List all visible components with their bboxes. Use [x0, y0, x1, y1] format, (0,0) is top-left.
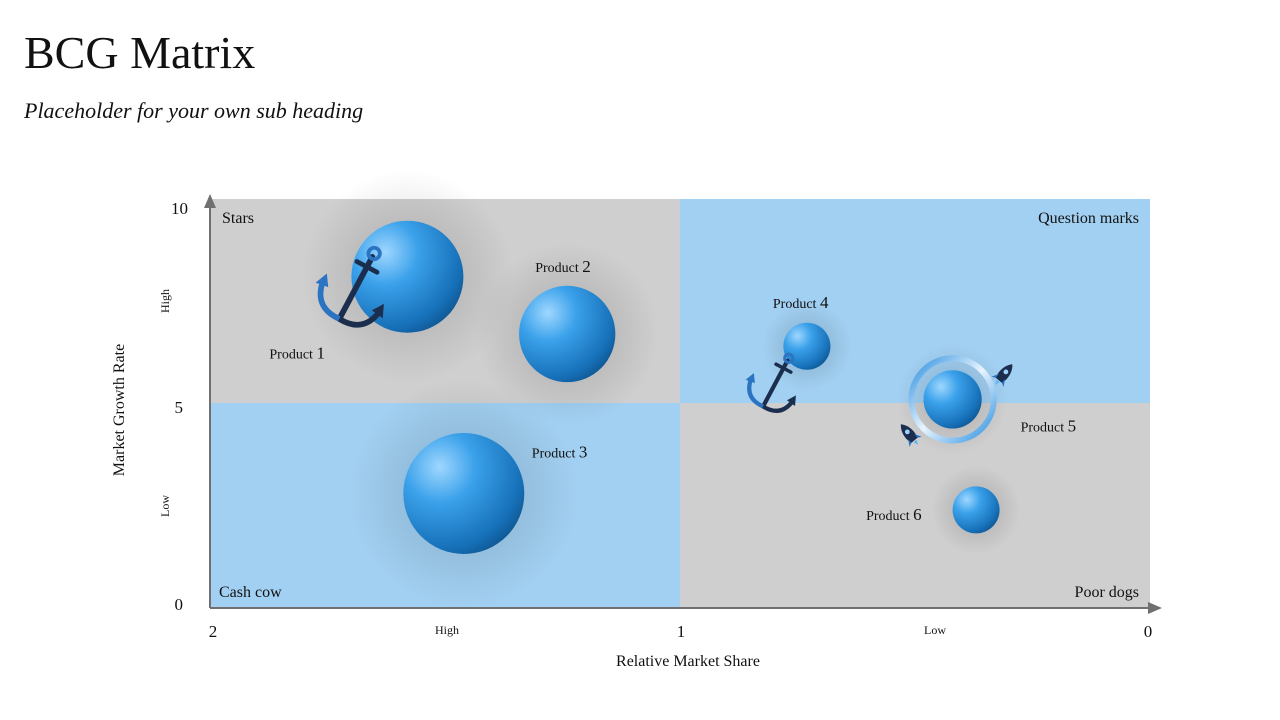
x-tick-2: 2: [209, 622, 218, 641]
bubble-point: Product 3: [348, 378, 588, 609]
y-tick-10: 10: [171, 199, 188, 218]
x-tick-1: 1: [677, 622, 686, 641]
page-title: BCG Matrix: [24, 27, 256, 78]
quadrant-label-stars: Stars: [222, 210, 254, 227]
bubble-point: Product 2: [475, 242, 659, 426]
x-tick-0: 0: [1144, 622, 1153, 641]
bubble-point: Product 1: [269, 170, 514, 384]
bubble-point: Product 6: [866, 465, 1021, 555]
quadrant-label-poor-dogs: Poor dogs: [1075, 584, 1139, 601]
y-sublabel-high: High: [158, 289, 172, 313]
rocket-icon: [900, 424, 922, 447]
bubble: [952, 486, 1000, 534]
x-sublabel-low: Low: [924, 623, 946, 637]
point-label: Product 1: [269, 344, 325, 363]
rocket-icon: [991, 364, 1013, 387]
point-label: Product 5: [1021, 416, 1077, 435]
page-subtitle: Placeholder for your own sub heading: [24, 98, 364, 123]
point-label: Product 3: [532, 442, 588, 461]
bubble-ring: [908, 355, 997, 444]
anchor-icon: [745, 352, 796, 413]
point-label: Product 2: [535, 257, 591, 276]
anchor-icon: [315, 245, 384, 328]
bubble-point: Product 4: [745, 293, 852, 413]
point-label: Product 4: [773, 293, 829, 312]
y-sublabel-low: Low: [158, 495, 172, 517]
quadrant-label-cash-cow: Cash cow: [219, 584, 282, 601]
quadrant-label-question-marks: Question marks: [1038, 210, 1139, 227]
bubble: [783, 322, 831, 370]
bubble: [923, 370, 982, 429]
bubble: [351, 220, 464, 333]
bubble: [519, 285, 616, 383]
x-sublabel-high: High: [435, 623, 459, 637]
y-tick-0: 0: [175, 595, 184, 614]
x-axis-title: Relative Market Share: [616, 653, 760, 670]
point-label: Product 6: [866, 505, 922, 524]
bubble-point: Product 5: [897, 344, 1077, 455]
y-axis-title: Market Growth Rate: [111, 344, 128, 476]
y-tick-5: 5: [175, 398, 184, 417]
bubble: [403, 433, 525, 554]
